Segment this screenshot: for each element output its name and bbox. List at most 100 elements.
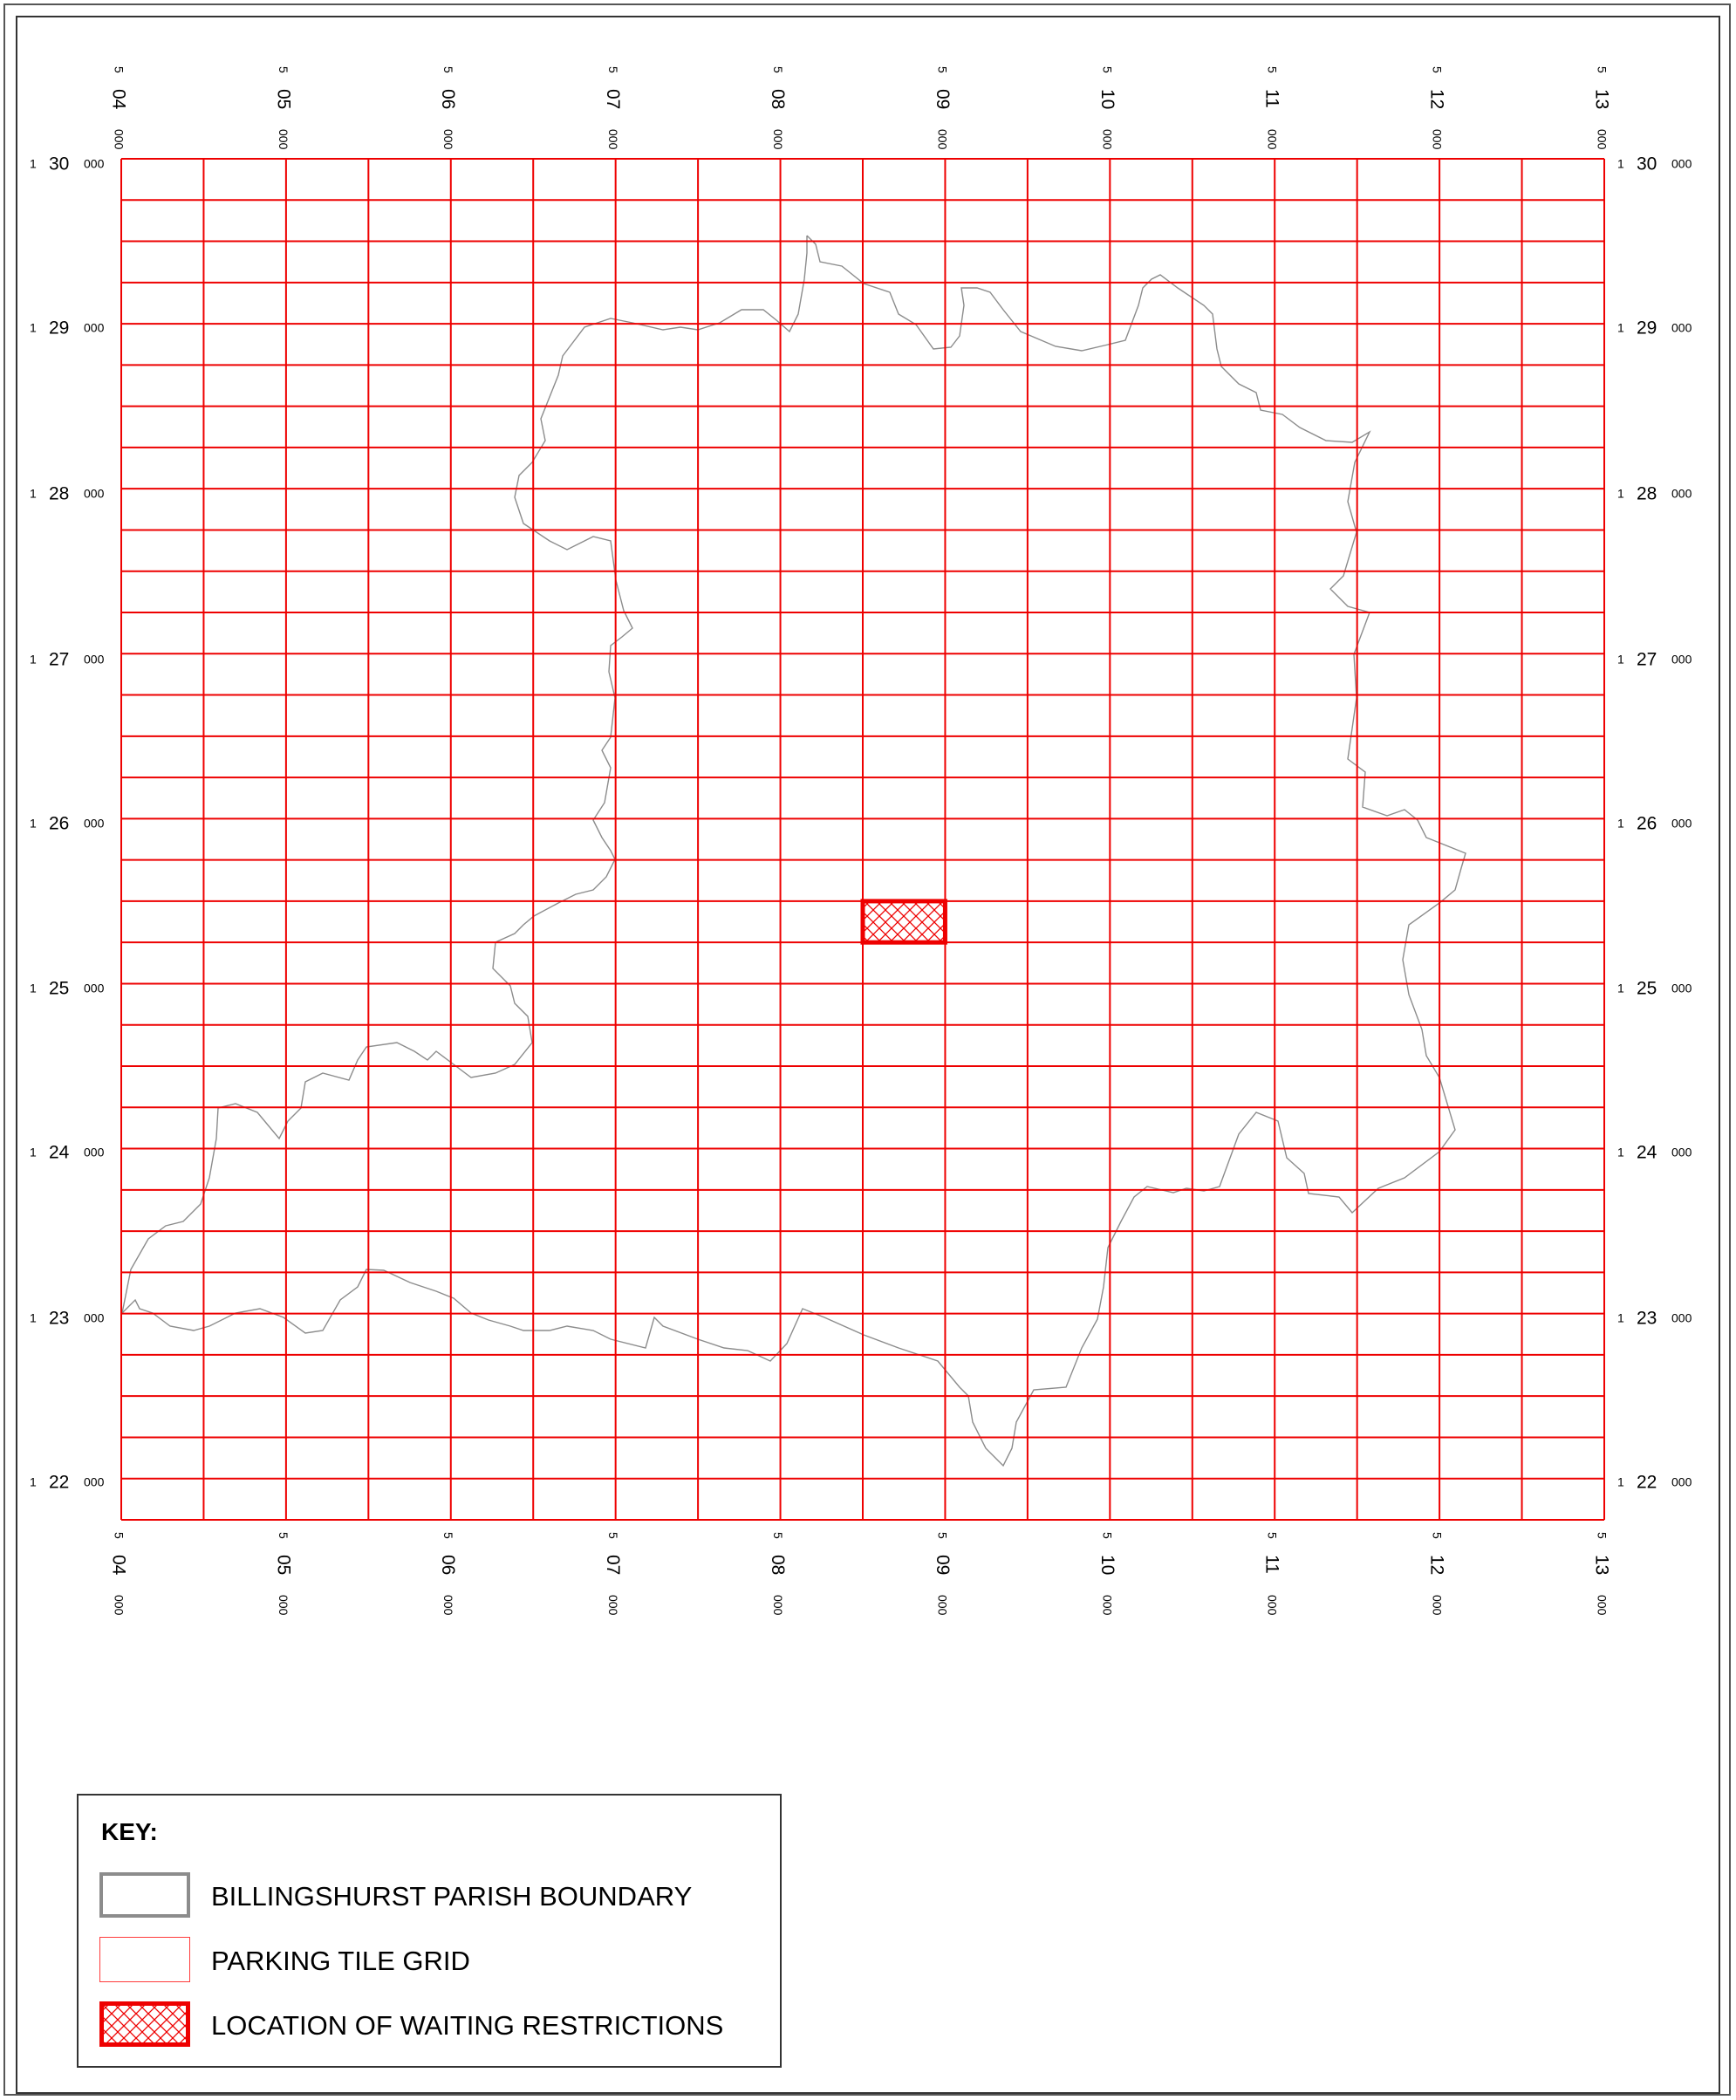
svg-text:000: 000 xyxy=(1671,321,1692,335)
svg-text:23: 23 xyxy=(49,1309,69,1329)
northing-label-right: 1 23 000 xyxy=(1617,1309,1692,1329)
svg-text:5: 5 xyxy=(1101,1532,1115,1539)
svg-text:1: 1 xyxy=(30,1475,37,1489)
northing-label-left: 1 24 000 xyxy=(30,1143,105,1163)
svg-text:000: 000 xyxy=(1671,1311,1692,1325)
svg-text:1: 1 xyxy=(1617,487,1624,501)
svg-text:29: 29 xyxy=(1637,318,1657,339)
svg-text:000: 000 xyxy=(112,129,126,150)
easting-label-bottom: 5 10 000 xyxy=(1097,1532,1117,1616)
svg-text:1: 1 xyxy=(30,817,37,831)
svg-text:12: 12 xyxy=(1427,1555,1447,1575)
svg-text:5: 5 xyxy=(1266,1532,1280,1539)
svg-text:09: 09 xyxy=(933,1555,953,1575)
svg-text:5: 5 xyxy=(1101,66,1115,73)
easting-label-top: 5 11 000 xyxy=(1262,66,1282,150)
svg-text:000: 000 xyxy=(1671,1475,1692,1489)
svg-text:13: 13 xyxy=(1591,1555,1611,1575)
svg-text:5: 5 xyxy=(112,1532,126,1539)
svg-text:04: 04 xyxy=(108,89,128,110)
easting-label-top: 5 08 000 xyxy=(768,66,788,150)
svg-text:5: 5 xyxy=(771,66,785,73)
northing-label-right: 1 25 000 xyxy=(1617,979,1692,999)
svg-text:09: 09 xyxy=(933,89,953,109)
map-frame xyxy=(3,3,1731,2096)
svg-text:05: 05 xyxy=(273,89,293,109)
easting-label-top: 5 07 000 xyxy=(603,66,623,150)
svg-text:000: 000 xyxy=(84,817,105,831)
svg-text:5: 5 xyxy=(441,66,455,73)
svg-text:05: 05 xyxy=(273,1555,293,1575)
easting-label-top: 5 05 000 xyxy=(273,66,293,150)
northing-label-left: 1 28 000 xyxy=(30,484,105,504)
svg-text:11: 11 xyxy=(1262,89,1282,108)
svg-text:06: 06 xyxy=(438,89,458,109)
waiting-restriction-tile[interactable] xyxy=(860,899,947,945)
svg-text:1: 1 xyxy=(1617,321,1624,335)
svg-text:5: 5 xyxy=(1266,66,1280,73)
svg-text:1: 1 xyxy=(1617,1146,1624,1159)
svg-text:5: 5 xyxy=(1430,66,1444,73)
key-title: KEY: xyxy=(101,1818,158,1845)
svg-text:29: 29 xyxy=(49,318,69,339)
northing-label-left: 1 26 000 xyxy=(30,814,105,834)
easting-label-bottom: 5 08 000 xyxy=(768,1532,788,1616)
svg-text:000: 000 xyxy=(1671,817,1692,831)
svg-text:1: 1 xyxy=(30,157,37,171)
svg-text:5: 5 xyxy=(606,66,620,73)
easting-label-bottom: 5 09 000 xyxy=(933,1532,953,1616)
boundary-swatch xyxy=(99,1872,190,1918)
svg-text:5: 5 xyxy=(936,1532,950,1539)
svg-text:30: 30 xyxy=(1637,154,1657,174)
map-frame-inner xyxy=(16,16,1720,2094)
svg-text:000: 000 xyxy=(1101,1595,1115,1616)
key-label-grid: PARKING TILE GRID xyxy=(211,1946,470,1976)
svg-text:000: 000 xyxy=(771,1595,785,1616)
svg-text:27: 27 xyxy=(49,650,69,670)
svg-text:1: 1 xyxy=(1617,817,1624,831)
northing-label-left: 1 30 000 xyxy=(30,154,105,174)
northing-label-right: 1 27 000 xyxy=(1617,650,1692,670)
easting-label-bottom: 5 07 000 xyxy=(603,1532,623,1616)
svg-text:5: 5 xyxy=(771,1532,785,1539)
northing-label-right: 1 24 000 xyxy=(1617,1143,1692,1163)
svg-text:1: 1 xyxy=(30,1311,37,1325)
svg-text:000: 000 xyxy=(771,129,785,150)
svg-text:1: 1 xyxy=(1617,1311,1624,1325)
svg-text:000: 000 xyxy=(1671,982,1692,995)
svg-text:25: 25 xyxy=(1637,979,1657,999)
svg-text:26: 26 xyxy=(49,814,69,834)
northing-label-right: 1 26 000 xyxy=(1617,814,1692,834)
svg-text:000: 000 xyxy=(277,129,290,150)
svg-text:1: 1 xyxy=(30,1146,37,1159)
svg-text:5: 5 xyxy=(441,1532,455,1539)
svg-text:000: 000 xyxy=(1671,653,1692,667)
easting-label-bottom: 5 06 000 xyxy=(438,1532,458,1616)
svg-text:000: 000 xyxy=(936,1595,950,1616)
northing-label-left: 1 29 000 xyxy=(30,318,105,339)
parish-boundary-line xyxy=(120,235,1466,1467)
svg-text:12: 12 xyxy=(1427,89,1447,109)
key-item-boundary: BILLINGSHURST PARISH BOUNDARY xyxy=(99,1872,762,1921)
svg-text:5: 5 xyxy=(277,1532,290,1539)
svg-text:5: 5 xyxy=(1595,66,1609,73)
svg-text:5: 5 xyxy=(1595,1532,1609,1539)
map-key: KEY: BILLINGSHURST PARISH BOUNDARY PARKI… xyxy=(77,1794,782,2068)
svg-text:26: 26 xyxy=(1637,814,1657,834)
svg-text:1: 1 xyxy=(1617,982,1624,995)
svg-text:000: 000 xyxy=(84,487,105,501)
svg-text:07: 07 xyxy=(603,89,623,109)
svg-text:5: 5 xyxy=(936,66,950,73)
svg-text:5: 5 xyxy=(277,66,290,73)
svg-text:5: 5 xyxy=(112,66,126,73)
svg-text:08: 08 xyxy=(768,89,788,109)
svg-text:000: 000 xyxy=(1430,129,1444,150)
svg-text:1: 1 xyxy=(30,653,37,667)
svg-text:1: 1 xyxy=(30,321,37,335)
svg-text:000: 000 xyxy=(1430,1595,1444,1616)
svg-text:04: 04 xyxy=(108,1555,128,1576)
svg-text:30: 30 xyxy=(49,154,69,174)
northing-label-left: 1 27 000 xyxy=(30,650,105,670)
svg-text:000: 000 xyxy=(84,653,105,667)
